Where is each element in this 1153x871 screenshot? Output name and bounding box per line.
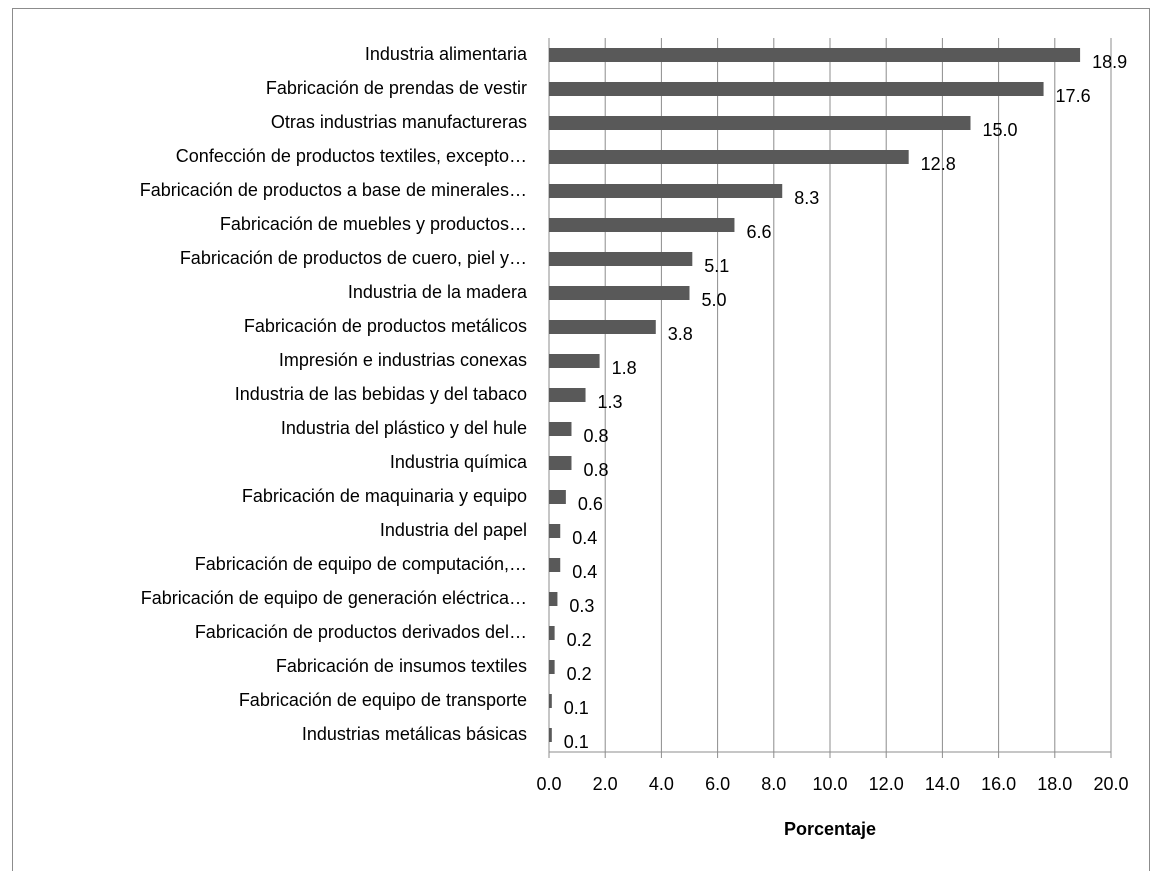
value-label: 8.3 [794,188,819,208]
category-label: Confección de productos textiles, except… [176,146,527,166]
x-axis-title: Porcentaje [784,819,876,839]
bar [549,422,572,436]
category-label: Otras industrias manufactureras [271,112,527,132]
category-label: Fabricación de insumos textiles [276,656,527,676]
value-label: 0.6 [578,494,603,514]
bar [549,660,555,674]
category-label: Industria del plástico y del hule [281,418,527,438]
x-tick-label: 18.0 [1037,774,1072,794]
bar [549,558,561,572]
bar [549,456,572,470]
category-label: Industria del papel [380,520,527,540]
category-label: Industria química [390,452,528,472]
category-label: Fabricación de equipo de transporte [239,690,527,710]
x-tick-label: 4.0 [649,774,674,794]
bar [549,354,600,368]
category-label: Impresión e industrias conexas [279,350,527,370]
x-tick-label: 16.0 [981,774,1016,794]
category-label: Industria de la madera [348,282,528,302]
value-label: 0.1 [564,732,589,752]
category-label: Fabricación de productos metálicos [244,316,527,336]
category-label: Industria de las bebidas y del tabaco [235,384,527,404]
value-label: 0.8 [583,426,608,446]
value-label: 17.6 [1056,86,1091,106]
value-label: 5.1 [704,256,729,276]
value-label: 0.4 [572,562,597,582]
bar [549,286,690,300]
category-label: Industrias metálicas básicas [302,724,527,744]
category-label: Fabricación de productos a base de miner… [140,180,527,200]
x-tick-label: 2.0 [593,774,618,794]
value-label: 18.9 [1092,52,1127,72]
category-label: Fabricación de equipo de computación,… [195,554,527,574]
bar [549,728,552,742]
bar [549,626,555,640]
x-tick-label: 8.0 [761,774,786,794]
bar [549,82,1044,96]
x-tick-label: 14.0 [925,774,960,794]
category-label: Fabricación de productos derivados del… [195,622,527,642]
value-label: 0.2 [567,630,592,650]
bar [549,388,586,402]
value-label: 12.8 [921,154,956,174]
bar [549,524,561,538]
bar [549,694,552,708]
value-label: 1.3 [598,392,623,412]
bar [549,592,558,606]
x-tick-label: 20.0 [1093,774,1128,794]
value-label: 0.2 [567,664,592,684]
value-label: 3.8 [668,324,693,344]
x-tick-label: 12.0 [869,774,904,794]
category-label: Fabricación de maquinaria y equipo [242,486,527,506]
bar [549,490,566,504]
bar [549,116,971,130]
category-label: Fabricación de equipo de generación eléc… [141,588,527,608]
chart-border [12,8,1150,871]
x-tick-label: 0.0 [536,774,561,794]
bar [549,218,735,232]
bar [549,320,656,334]
value-label: 0.3 [569,596,594,616]
value-label: 0.4 [572,528,597,548]
value-label: 0.1 [564,698,589,718]
value-label: 1.8 [612,358,637,378]
value-label: 5.0 [702,290,727,310]
bar [549,150,909,164]
category-label: Industria alimentaria [365,44,528,64]
value-label: 6.6 [746,222,771,242]
bar [549,48,1081,62]
bar [549,252,693,266]
value-label: 0.8 [583,460,608,480]
x-tick-label: 6.0 [705,774,730,794]
category-label: Fabricación de productos de cuero, piel … [180,248,527,268]
category-label: Fabricación de prendas de vestir [266,78,527,98]
bar [549,184,783,198]
x-tick-label: 10.0 [812,774,847,794]
category-label: Fabricación de muebles y productos… [220,214,527,234]
value-label: 15.0 [983,120,1018,140]
